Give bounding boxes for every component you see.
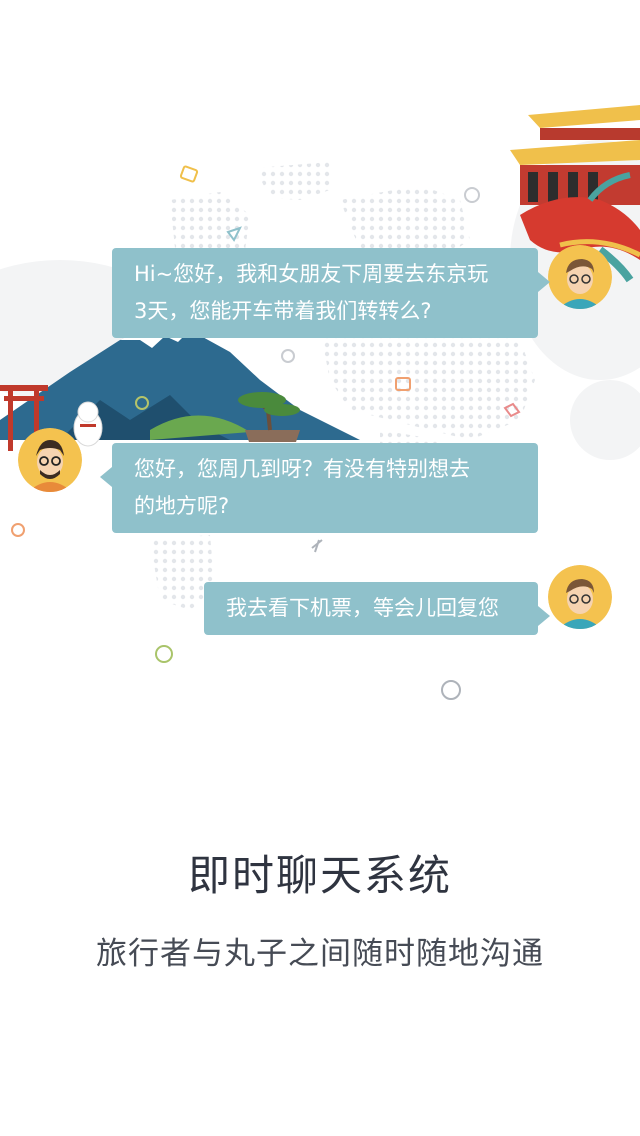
lucky-cat xyxy=(73,401,103,447)
message-line: 的地方呢? xyxy=(134,494,230,518)
message-line: 3天，您能开车带着我们转转么? xyxy=(134,299,432,323)
message-line: 我去看下机票，等会儿回复您 xyxy=(226,596,499,620)
chinese-palace xyxy=(510,105,640,205)
dragon xyxy=(520,172,640,283)
decorative-icons xyxy=(11,165,521,700)
chat-bubble-driver-1: 您好，您周几到呀？有没有特别想去 的地方呢? xyxy=(100,443,538,533)
torii-gate xyxy=(0,385,48,451)
traveler-avatar xyxy=(548,245,612,309)
feature-subtitle: 旅行者与丸子之间随时随地沟通 xyxy=(96,936,544,972)
message-line: 您好，您周几到呀？有没有特别想去 xyxy=(134,457,470,481)
chat-bubble-traveler-1: Hi~您好，我和女朋友下周要去东京玩 3天，您能开车带着我们转转么? xyxy=(112,248,550,338)
message-line: Hi~您好，我和女朋友下周要去东京玩 xyxy=(134,262,489,286)
driver-avatar xyxy=(18,428,82,492)
traveler-avatar-2 xyxy=(548,565,612,629)
illustration: Hi~您好，我和女朋友下周要去东京玩 3天，您能开车带着我们转转么? 您好，您周… xyxy=(0,105,640,700)
bonsai xyxy=(238,392,300,442)
chat-bubble-traveler-2: 我去看下机票，等会儿回复您 xyxy=(204,582,550,635)
feature-title: 即时聊天系统 xyxy=(187,851,452,900)
